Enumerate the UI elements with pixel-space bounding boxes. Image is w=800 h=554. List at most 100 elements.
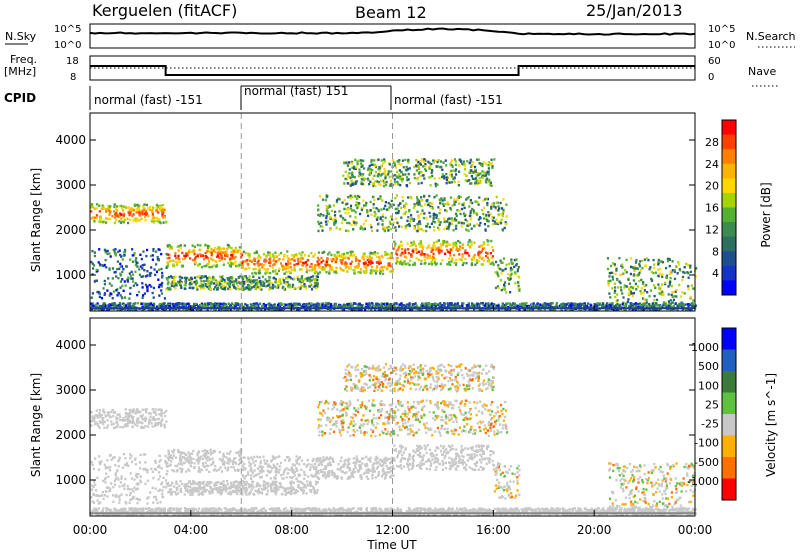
- data-point: [105, 426, 109, 429]
- data-point: [244, 260, 247, 263]
- data-point: [630, 257, 633, 260]
- data-point: [323, 250, 326, 254]
- data-point: [614, 295, 617, 299]
- data-point: [137, 206, 140, 209]
- data-point: [248, 266, 251, 270]
- data-point: [433, 241, 436, 244]
- data-point: [363, 204, 366, 207]
- data-point: [299, 287, 302, 290]
- data-point: [430, 162, 433, 166]
- data-point: [105, 210, 108, 213]
- data-point: [395, 175, 398, 178]
- data-point: [670, 284, 673, 288]
- data-point: [397, 246, 400, 249]
- data-point: [610, 271, 613, 274]
- data-point: [229, 258, 232, 261]
- data-point: [455, 173, 458, 176]
- data-point: [631, 294, 634, 298]
- data-point: [478, 162, 481, 165]
- data-point: [248, 285, 251, 288]
- data-point: [516, 304, 519, 307]
- data-point: [443, 302, 446, 305]
- data-point: [326, 220, 329, 223]
- data-point: [455, 214, 458, 218]
- data-point: [619, 286, 622, 289]
- data-point: [102, 205, 105, 209]
- data-point: [200, 275, 203, 278]
- data-point: [346, 265, 349, 269]
- data-point: [178, 257, 181, 261]
- data-point: [361, 164, 364, 167]
- data-point: [452, 200, 456, 203]
- data-point: [468, 214, 471, 218]
- data-point: [393, 305, 396, 308]
- data-point: [296, 257, 299, 261]
- data-point: [338, 254, 341, 258]
- data-point: [573, 302, 576, 305]
- data-point: [200, 302, 203, 305]
- data-point: [445, 220, 448, 223]
- data-point: [123, 218, 126, 222]
- data-point: [367, 178, 370, 182]
- data-point: [472, 304, 475, 308]
- data-point: [274, 254, 277, 258]
- data-point: [371, 177, 375, 180]
- data-point: [147, 207, 150, 210]
- data-point: [222, 247, 225, 250]
- data-point: [450, 219, 453, 222]
- data-point: [568, 308, 571, 311]
- data-point: [222, 284, 225, 287]
- data-point: [365, 302, 368, 305]
- data-point: [431, 202, 434, 205]
- data-point: [672, 291, 675, 294]
- data-point: [584, 304, 587, 307]
- data-point: [451, 303, 455, 307]
- data-point: [218, 256, 221, 259]
- data-point: [652, 284, 656, 287]
- data-point: [127, 414, 130, 417]
- data-point: [153, 219, 156, 223]
- data-point: [163, 308, 166, 311]
- data-point: [308, 280, 312, 283]
- data-point: [173, 304, 176, 308]
- data-point: [632, 274, 635, 277]
- data-point: [179, 281, 182, 285]
- data-point: [132, 209, 135, 212]
- data-point: [248, 253, 251, 256]
- data-point: [220, 276, 223, 279]
- data-point: [279, 303, 282, 306]
- data-point: [206, 263, 209, 266]
- data-point: [579, 304, 582, 307]
- data-point: [325, 207, 328, 211]
- data-point: [129, 277, 132, 280]
- data-point: [467, 223, 470, 226]
- data-point: [129, 302, 132, 305]
- data-point: [469, 210, 472, 213]
- data-point: [117, 277, 120, 280]
- data-point: [489, 252, 492, 255]
- data-point: [319, 225, 322, 228]
- data-point: [97, 308, 101, 311]
- data-point: [473, 211, 476, 215]
- data-point: [445, 245, 448, 248]
- data-point: [433, 261, 436, 265]
- data-point: [363, 254, 366, 257]
- data-point: [453, 198, 456, 201]
- data-point: [487, 304, 490, 308]
- data-point: [138, 268, 141, 271]
- data-point: [407, 262, 410, 265]
- data-point: [158, 205, 161, 209]
- data-point: [387, 201, 390, 205]
- data-point: [216, 288, 219, 291]
- data-point: [480, 308, 483, 312]
- data-point: [126, 412, 130, 416]
- data-point: [616, 299, 619, 302]
- data-point: [334, 220, 338, 223]
- data-point: [404, 248, 407, 251]
- data-point: [454, 160, 457, 163]
- data-point: [360, 225, 363, 228]
- data-point: [511, 262, 514, 265]
- data-point: [334, 210, 337, 214]
- data-point: [314, 265, 317, 269]
- data-point: [657, 274, 660, 278]
